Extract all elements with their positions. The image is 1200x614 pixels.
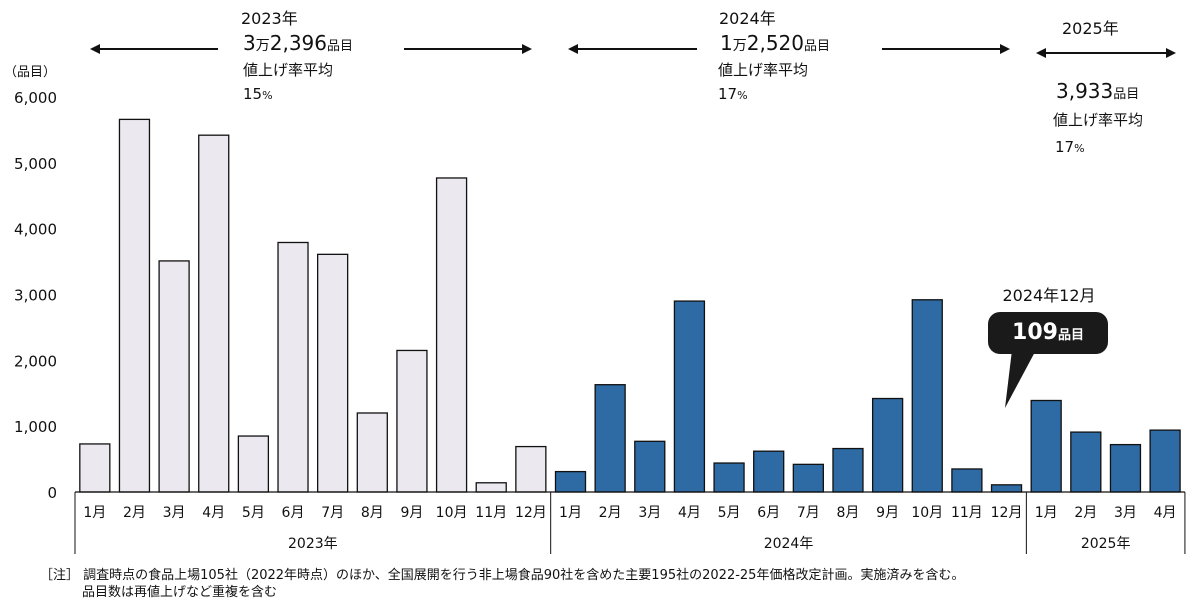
month-label: 11月 (951, 505, 983, 521)
annotation-rate-label-2024: 値上げ率平均 (718, 61, 808, 79)
callout-unit: 品目 (1057, 328, 1084, 343)
bar-2024-9 (871, 397, 904, 493)
bar-2023-3 (158, 260, 190, 493)
y-tick-label: 3,000 (14, 287, 57, 305)
month-label: 10月 (911, 505, 943, 521)
annotation-total-2025: 3,933品目 (1056, 79, 1139, 103)
year-label: 2023年 (288, 536, 338, 552)
month-label: 9月 (400, 505, 423, 521)
y-tick-label: 5,000 (14, 155, 57, 173)
bar-2023-12 (515, 445, 547, 493)
month-label: 12月 (991, 505, 1023, 521)
annotation-rate-2024: 17% (718, 85, 748, 103)
annotation-total-2023: 3万2,396品目 (243, 31, 353, 55)
year-label: 2024年 (764, 536, 814, 552)
arrow-right-icon (522, 44, 532, 54)
month-label: 2月 (123, 505, 146, 521)
bar-2023-7 (317, 253, 349, 493)
month-label: 3月 (163, 505, 186, 521)
arrow-left-icon (568, 44, 578, 54)
month-label: 1月 (83, 505, 106, 521)
footnote-line1: ［注］ 調査時点の食品上場105社（2022年時点）のほか、全国展開を行う非上場… (40, 568, 965, 583)
annotation-rate-2023: 15% (243, 85, 273, 103)
month-label: 2月 (1074, 505, 1097, 521)
y-tick-label: 1,000 (14, 418, 57, 436)
bar-2025-4 (1149, 429, 1181, 493)
bar-2025-2 (1070, 431, 1102, 493)
month-label: 8月 (361, 505, 384, 521)
annotation-year-2024: 2024年 (719, 9, 776, 28)
callout-pointer (1005, 350, 1036, 408)
arrow-left-icon (90, 44, 100, 54)
bar-2023-8 (356, 412, 388, 493)
annotation-rate-label-2023: 値上げ率平均 (243, 61, 333, 79)
footnote-line2: 品目数は再値上げなど重複を含む (82, 585, 278, 600)
bar-2024-1 (554, 470, 587, 493)
callout-value: 109 (1012, 320, 1058, 345)
bar-2025-1 (1030, 399, 1062, 493)
month-label: 7月 (797, 505, 820, 521)
month-label: 4月 (678, 505, 701, 521)
bar-2024-4 (673, 300, 706, 493)
month-label: 6月 (282, 505, 305, 521)
bar-2023-11 (475, 482, 507, 493)
month-label: 1月 (1035, 505, 1058, 521)
month-label: 7月 (321, 505, 344, 521)
month-label: 3月 (1114, 505, 1137, 521)
y-tick-label: 0 (47, 484, 57, 502)
bar-2023-2 (118, 118, 151, 493)
callout-bubble: 109品目 (988, 312, 1108, 354)
month-label: 4月 (1154, 505, 1177, 521)
bar-2024-8 (832, 447, 864, 493)
annotation-year-2023: 2023年 (241, 9, 298, 28)
month-label: 5月 (242, 505, 265, 521)
y-tick-label: 2,000 (14, 352, 57, 370)
month-label: 11月 (475, 505, 507, 521)
month-label: 2月 (599, 505, 622, 521)
bar-2024-10 (911, 299, 943, 493)
year-label: 2025年 (1081, 536, 1131, 552)
month-label: 10月 (436, 505, 468, 521)
bar-2025-3 (1109, 443, 1142, 493)
bar-2023-1 (79, 443, 111, 493)
bar-2023-10 (435, 177, 468, 493)
bar-2024-2 (594, 384, 626, 493)
month-label: 1月 (559, 505, 582, 521)
annotation-rate-label-2025: 値上げ率平均 (1053, 111, 1143, 129)
arrow-right-icon (1166, 48, 1176, 58)
bar-2023-4 (198, 134, 230, 493)
bar-2024-11 (951, 468, 983, 493)
month-label: 9月 (876, 505, 899, 521)
annotation-year-2025: 2025年 (1062, 19, 1119, 38)
month-label: 6月 (757, 505, 780, 521)
month-label: 12月 (515, 505, 547, 521)
callout-label: 2024年12月 (1002, 286, 1095, 305)
bar-2023-9 (396, 349, 428, 493)
arrow-right-icon (1000, 44, 1010, 54)
y-axis-label: （品目） (4, 65, 56, 80)
month-label: 3月 (638, 505, 661, 521)
bar-2023-5 (237, 435, 270, 493)
bar-2024-12 (990, 484, 1023, 493)
bar-2024-7 (792, 463, 824, 493)
annotation-rate-2025: 17% (1055, 138, 1085, 156)
y-tick-label: 6,000 (14, 89, 57, 107)
bar-2024-3 (634, 440, 666, 493)
month-label: 5月 (718, 505, 741, 521)
month-label: 4月 (202, 505, 225, 521)
bar-2024-5 (713, 462, 745, 493)
arrow-left-icon (1036, 48, 1046, 58)
month-label: 8月 (837, 505, 860, 521)
annotation-total-2024: 1万2,520品目 (720, 31, 830, 55)
bar-2024-6 (753, 450, 785, 493)
y-tick-label: 4,000 (14, 221, 57, 239)
bar-2023-6 (277, 241, 309, 493)
footnote: ［注］ 調査時点の食品上場105社（2022年時点）のほか、全国展開を行う非上場… (40, 567, 1190, 601)
